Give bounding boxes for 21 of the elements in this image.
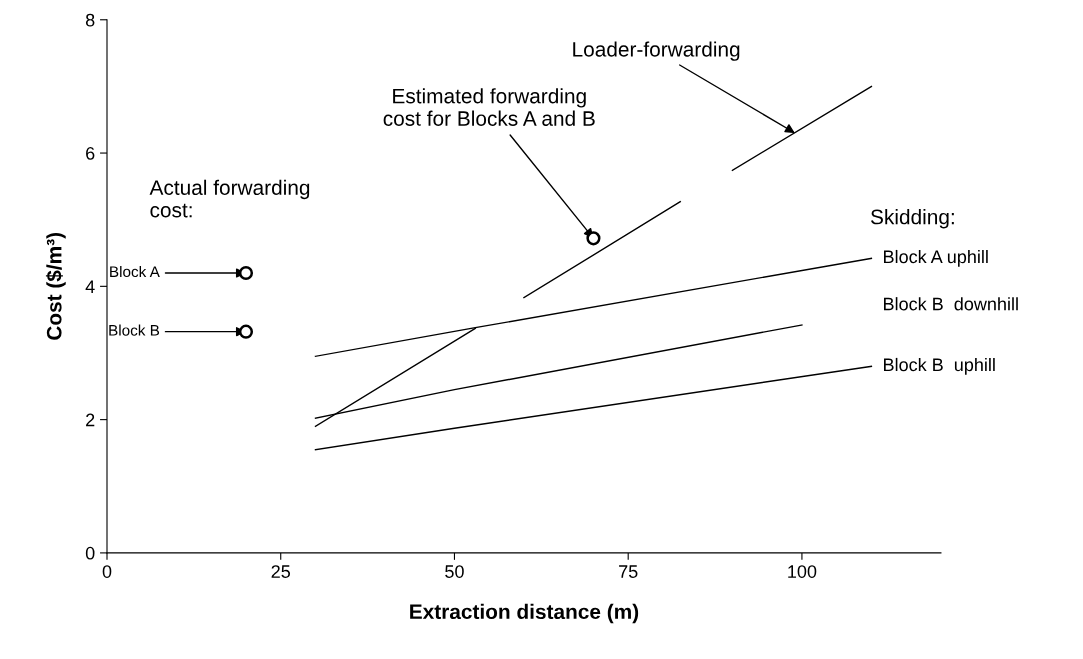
annotation: Estimated forwarding cost for Blocks A and B	[383, 88, 595, 126]
y-tick-label: 8	[85, 13, 95, 27]
x-tick-label: 0	[102, 565, 112, 578]
annotation: Loader-forwarding	[573, 41, 740, 61]
series-label: Block B uphill	[884, 357, 995, 375]
annotation: Actual forwarding cost:	[149, 179, 310, 218]
y-tick-label: 0	[85, 546, 95, 560]
x-tick-label: 75	[619, 565, 638, 578]
x-tick-label: 25	[271, 565, 291, 578]
y-tick-label: 6	[86, 146, 95, 160]
annotation: Block A	[110, 265, 160, 278]
y-tick-label: 4	[85, 280, 95, 293]
annotation: Skidding:	[870, 209, 954, 229]
series-label: Block A uphill	[884, 249, 988, 267]
y-tick-label: 2	[86, 413, 95, 427]
annotation: Block B	[109, 324, 160, 336]
x-tick-label: 50	[445, 565, 464, 578]
x-axis-title: Extraction distance (m)	[410, 603, 639, 624]
y-axis-title: Cost ($/m³)	[45, 232, 66, 340]
x-tick-label: 100	[788, 565, 817, 578]
text: Block B downhill	[884, 297, 1018, 311]
